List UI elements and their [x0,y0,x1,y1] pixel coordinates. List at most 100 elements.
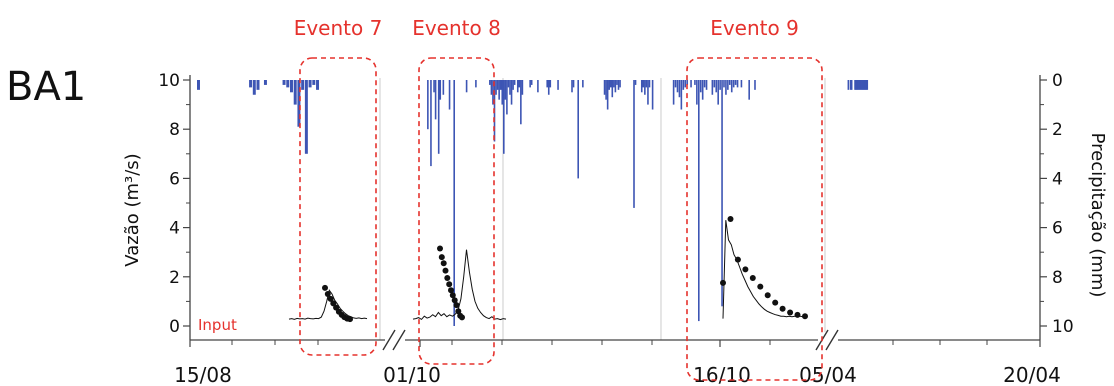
precipitation-bar [518,80,521,88]
precipitation-bar [529,80,531,88]
precipitation-bar [301,80,305,90]
precipitation-bar [571,80,573,93]
precipitation-bar [603,80,606,95]
precipitation-bar [862,80,864,90]
precipitation-bar [465,80,468,93]
event-box [686,57,823,381]
y-tick-label: 0 [169,317,180,337]
flow-point [455,308,462,315]
flow-point [734,256,741,263]
flow-point [448,287,454,294]
precipitation-bar [730,80,733,93]
precipitation-bar [748,80,750,100]
precipitation-bar [547,80,550,95]
flow-point [802,313,808,320]
precipitation-bar [723,80,725,88]
precipitation-bar [286,80,290,88]
y2-tick-label: 0 [1052,71,1063,91]
precipitation-bar [609,80,612,88]
y2-tick-label: 4 [1052,169,1063,189]
event-box [418,57,495,365]
flow-series [288,216,808,323]
precipitation-bar [442,80,445,95]
precipitation-bar [577,80,579,179]
precipitation-bar [696,80,698,105]
flow-point [324,291,331,297]
flow-point [442,267,449,274]
precipitation-bar [263,80,267,85]
precipitation-bar [648,80,651,88]
precipitation-bar [249,80,253,88]
precipitation-bar [520,80,522,125]
flow-point [446,281,453,288]
flow-point [757,283,764,290]
precipitation-bar [619,80,621,88]
precipitation-bar [633,80,635,208]
precipitation-bar [308,80,312,88]
precipitation-bar [858,80,861,90]
y2-tick-label: 6 [1052,219,1063,239]
precipitation-bar [252,80,256,95]
flow-line [412,249,507,321]
precipitation-bar [854,80,856,90]
flow-point [459,314,465,321]
flow-point [438,254,445,261]
precipitation-bar [699,80,702,93]
flow-point [720,279,726,286]
precipitation-bar [530,80,533,85]
precipitation-bar [690,80,692,88]
precipitation-bar [312,80,316,85]
y-tick-label: 2 [169,268,180,288]
precipitation-bar [490,80,493,95]
x-tick-label: 20/04 [1003,363,1061,386]
event-box [299,57,377,356]
y2-tick-label: 8 [1052,268,1063,288]
flow-line [722,220,804,319]
precipitation-bar [644,80,646,95]
precipitation-bar [682,80,685,90]
precipitation-bar [740,80,743,88]
x-tick-label: 15/08 [174,363,232,386]
flow-point [451,297,458,304]
precipitation-bar [430,80,432,167]
precipitation-bar [616,80,618,85]
precipitation-bar [439,80,442,100]
precipitation-bar [572,80,575,88]
flow-point [727,216,734,222]
precipitation-bar [864,80,866,90]
y2-tick-label: 10 [1052,317,1074,337]
precipitation-bar [614,80,617,93]
precipitation-bar [736,80,739,88]
precipitation-bar [437,80,440,154]
x-tick-label: 16/10 [693,363,751,386]
precipitation-bar [516,80,519,93]
precipitation-bar [496,80,499,90]
precipitation-bar [427,80,429,130]
flow-point [347,316,353,323]
precipitation-bar [503,80,505,154]
precipitation-bar [715,80,718,93]
flow-point [449,292,456,299]
precipitation-bar [499,80,502,90]
precipitation-bar [611,80,614,98]
precipitation-bar [866,80,869,90]
precipitation-bar [582,80,584,88]
precipitation-bar [703,80,706,88]
precipitation-bar [256,80,260,90]
precipitation-bar [850,80,853,90]
flow-point [794,311,801,318]
flow-point [453,302,460,309]
event-label: Evento 8 [412,16,501,40]
precipitation-bar [640,80,643,93]
precipitation-bar [849,80,852,90]
precipitation-bar [433,80,435,93]
precipitation-bar [860,80,863,90]
event-label: Evento 9 [710,16,799,40]
precipitation-bar [676,80,679,93]
precipitation-bar [448,80,451,110]
flow-point [779,305,786,312]
x-axis-ticks: 15/08 01/10 16/10 05/04 20/04 [174,340,1061,386]
precipitation-bar [857,80,860,90]
precipitation-bar [719,80,721,90]
